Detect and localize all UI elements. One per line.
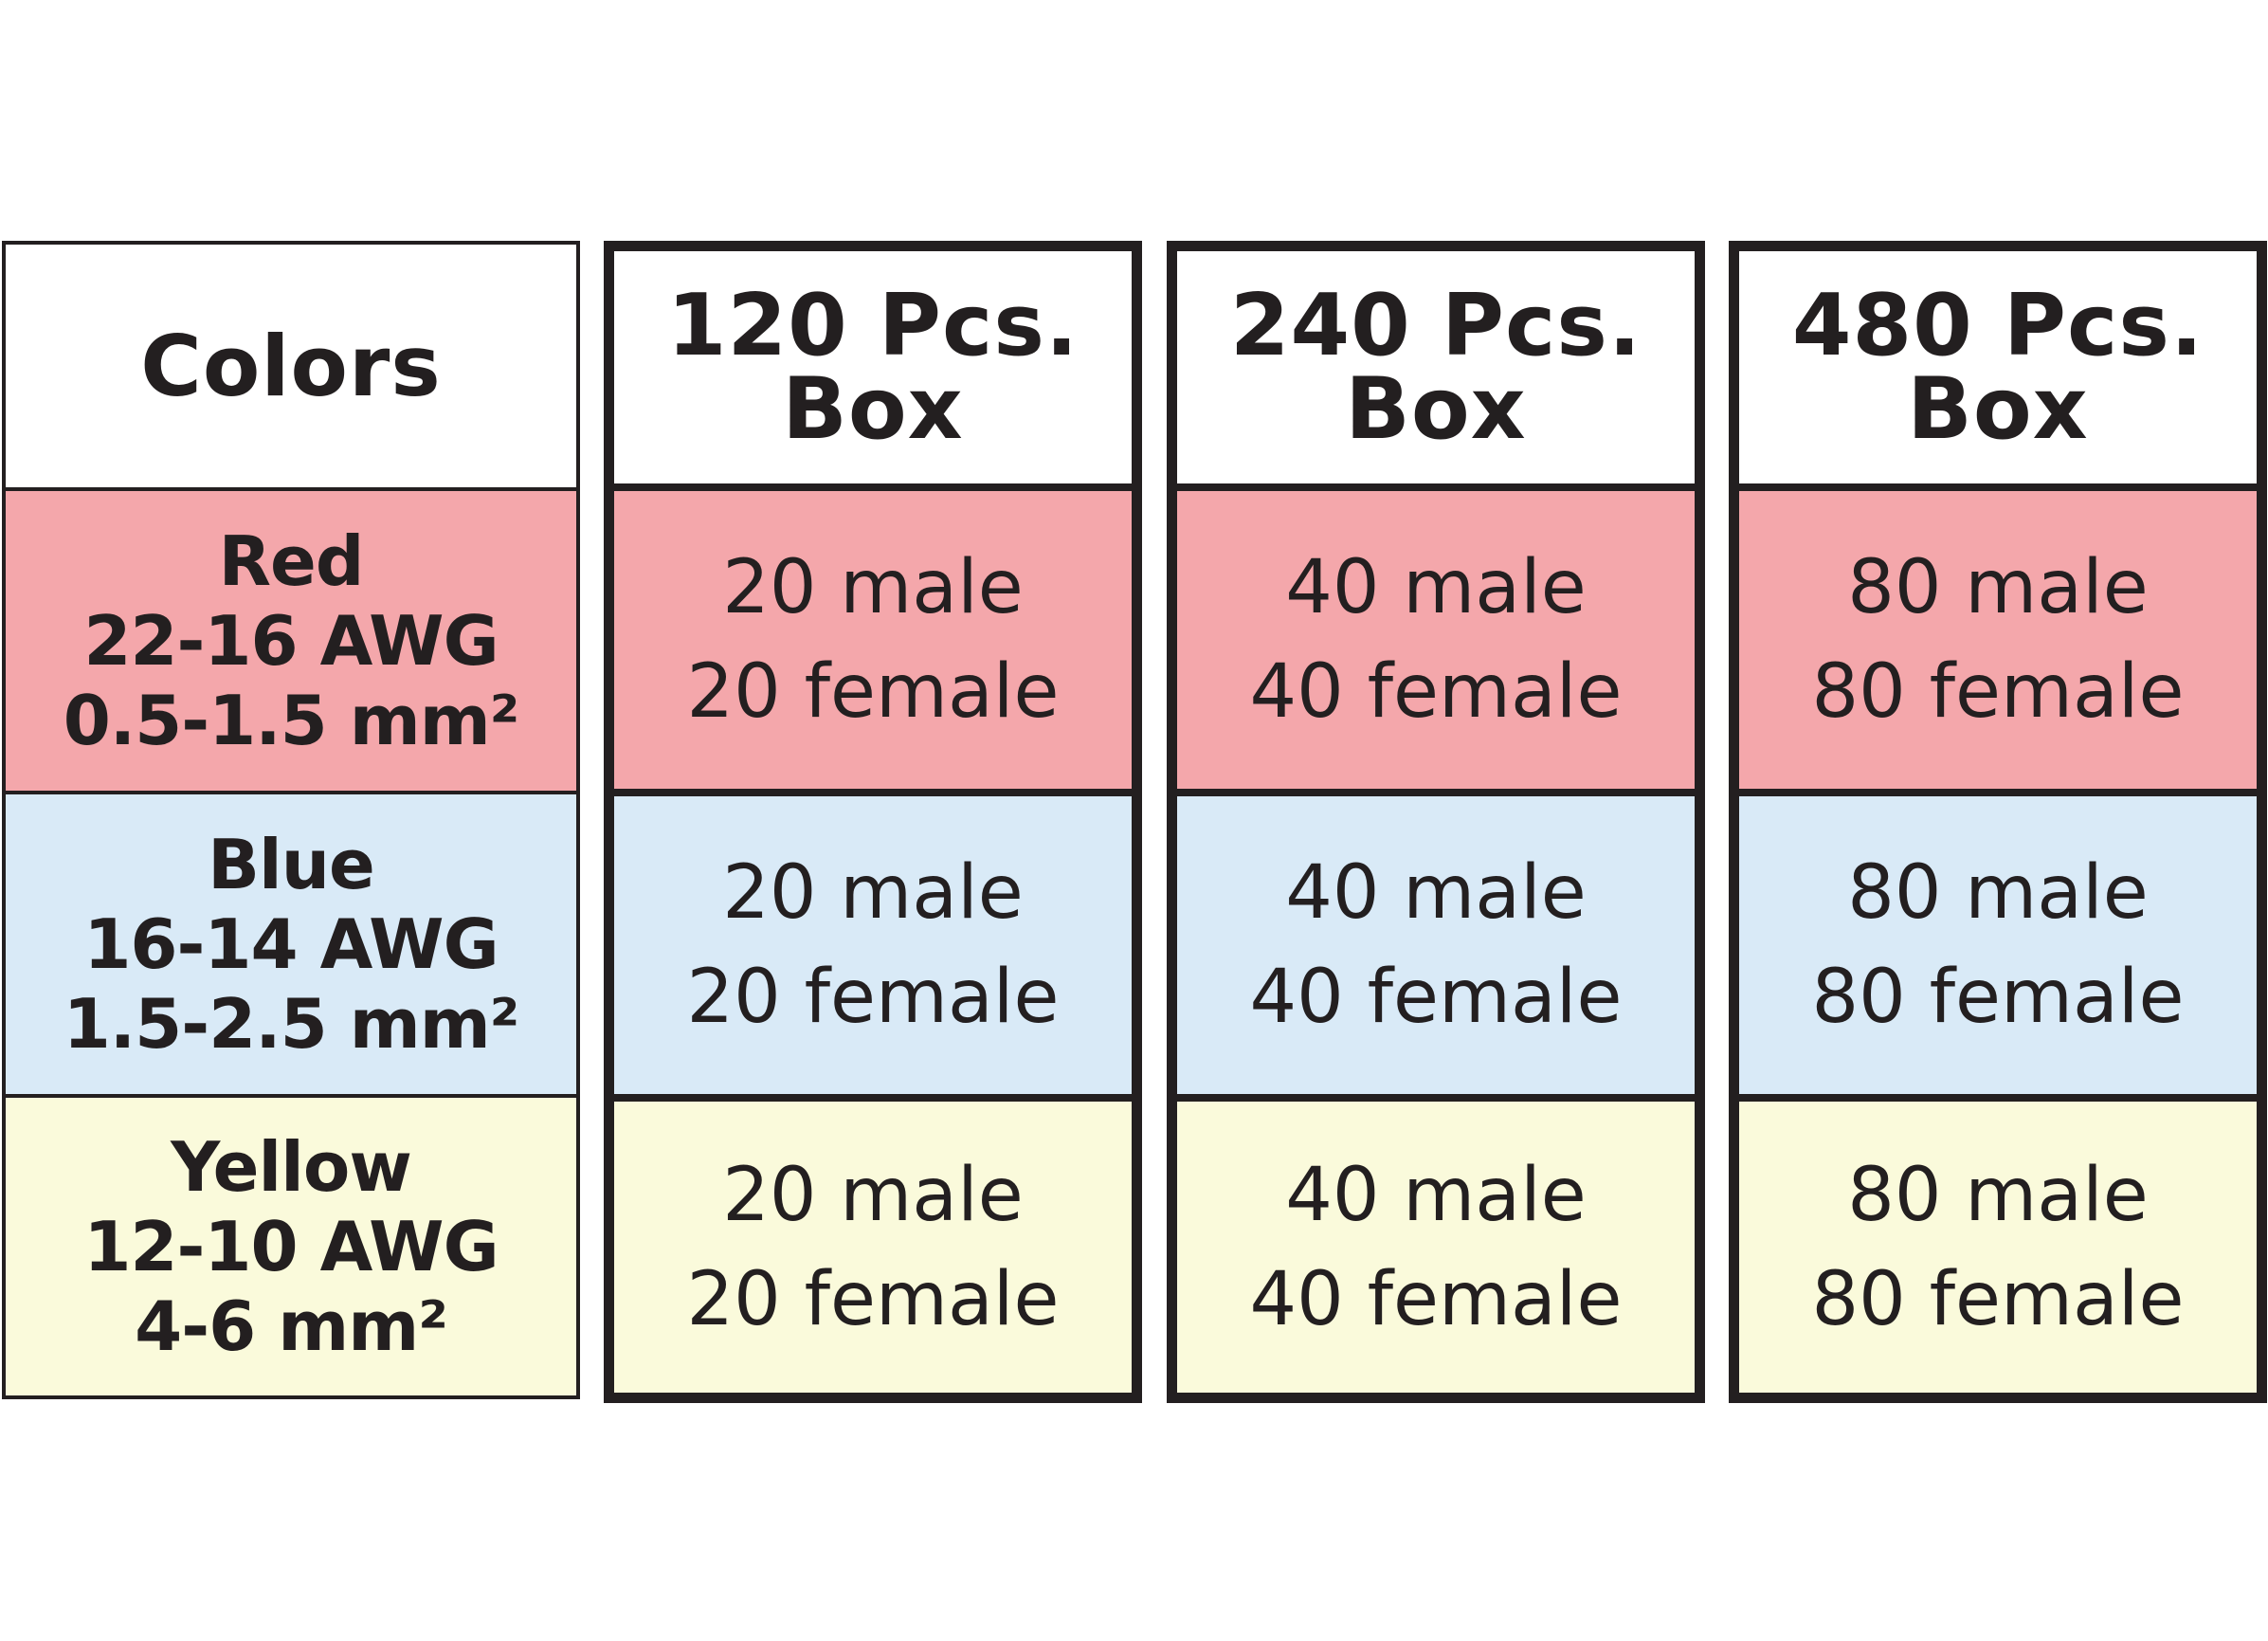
qty-cell-red: 20 male 20 female xyxy=(614,491,1132,789)
box-header-count: 480 Pcs. xyxy=(1791,275,2204,375)
qty-male: 20 male xyxy=(722,545,1024,630)
qty-female: 40 female xyxy=(1249,1256,1623,1342)
colors-header-cell: Colors xyxy=(6,245,576,487)
qty-male: 80 male xyxy=(1847,850,2149,936)
qty-cell-blue: 40 male 40 female xyxy=(1177,796,1695,1094)
qty-female: 20 female xyxy=(686,955,1060,1040)
qty-male: 40 male xyxy=(1285,545,1587,630)
qty-female: 20 female xyxy=(686,1256,1060,1342)
qty-cell-blue: 20 male 20 female xyxy=(614,796,1132,1094)
qty-cell-yellow: 20 male 20 female xyxy=(614,1102,1132,1393)
color-name: Red xyxy=(218,521,365,601)
color-cell-red: Red 22-16 AWG 0.5-1.5 mm² xyxy=(6,491,576,791)
color-name: Yellow xyxy=(171,1127,412,1207)
color-awg: 16-14 AWG xyxy=(83,904,499,984)
color-mm: 0.5-1.5 mm² xyxy=(63,681,520,760)
box-header-cell: 120 Pcs. Box xyxy=(614,251,1132,483)
box-header-label: Box xyxy=(1345,358,1527,459)
box-header-cell: 240 Pcs. Box xyxy=(1177,251,1695,483)
color-awg: 12-10 AWG xyxy=(83,1207,499,1286)
qty-female: 40 female xyxy=(1249,955,1623,1040)
qty-cell-blue: 80 male 80 female xyxy=(1739,796,2257,1094)
qty-female: 80 female xyxy=(1811,1256,2185,1342)
colors-header: Colors xyxy=(140,317,442,415)
box-header-label: Box xyxy=(782,358,964,459)
color-awg: 22-16 AWG xyxy=(83,601,499,681)
box-column-120: 120 Pcs. Box 20 male 20 female 20 male 2… xyxy=(604,241,1142,1403)
color-mm: 4-6 mm² xyxy=(135,1286,448,1366)
qty-male: 40 male xyxy=(1285,1152,1587,1238)
box-header-cell: 480 Pcs. Box xyxy=(1739,251,2257,483)
qty-cell-yellow: 40 male 40 female xyxy=(1177,1102,1695,1393)
qty-male: 80 male xyxy=(1847,1152,2149,1238)
color-cell-yellow: Yellow 12-10 AWG 4-6 mm² xyxy=(6,1098,576,1395)
qty-female: 40 female xyxy=(1249,649,1623,735)
box-header-label: Box xyxy=(1907,358,2089,459)
box-header-count: 240 Pcs. xyxy=(1229,275,1642,375)
box-column-240: 240 Pcs. Box 40 male 40 female 40 male 4… xyxy=(1167,241,1705,1403)
qty-female: 80 female xyxy=(1811,649,2185,735)
color-cell-blue: Blue 16-14 AWG 1.5-2.5 mm² xyxy=(6,794,576,1094)
qty-female: 20 female xyxy=(686,649,1060,735)
colors-column: Colors Red 22-16 AWG 0.5-1.5 mm² Blue 16… xyxy=(2,241,580,1399)
qty-cell-red: 80 male 80 female xyxy=(1739,491,2257,789)
qty-female: 80 female xyxy=(1811,955,2185,1040)
qty-cell-yellow: 80 male 80 female xyxy=(1739,1102,2257,1393)
qty-male: 20 male xyxy=(722,850,1024,936)
qty-male: 20 male xyxy=(722,1152,1024,1238)
color-name: Blue xyxy=(208,825,375,904)
box-column-480: 480 Pcs. Box 80 male 80 female 80 male 8… xyxy=(1729,241,2267,1403)
box-header-count: 120 Pcs. xyxy=(666,275,1080,375)
qty-male: 80 male xyxy=(1847,545,2149,630)
color-mm: 1.5-2.5 mm² xyxy=(63,984,520,1064)
qty-cell-red: 40 male 40 female xyxy=(1177,491,1695,789)
qty-male: 40 male xyxy=(1285,850,1587,936)
